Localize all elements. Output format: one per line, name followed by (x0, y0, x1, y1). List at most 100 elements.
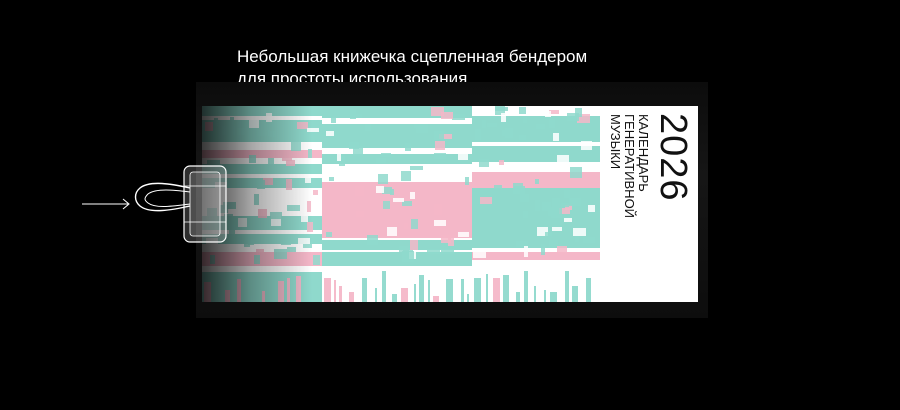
pattern-cell (548, 211, 557, 216)
title-block (600, 106, 698, 302)
pattern-cell (479, 159, 489, 167)
pattern-cell (545, 111, 551, 117)
pattern-cell (499, 160, 504, 165)
pattern-cell (441, 249, 454, 254)
pattern-cell (434, 131, 444, 140)
pattern-cell (354, 114, 362, 118)
pattern-cell (362, 278, 367, 302)
pattern-cell (458, 232, 469, 237)
pattern-cell (537, 227, 548, 236)
pattern-cell (564, 190, 570, 198)
pattern-cell (523, 117, 527, 123)
pattern-cell (542, 202, 551, 211)
booklet-title: Календарь генеративной музыки (608, 114, 651, 218)
pattern-cell (436, 176, 446, 180)
pattern-cell (549, 119, 555, 128)
pattern-cell (552, 198, 560, 208)
pattern-cell (541, 244, 545, 255)
pattern-cell (474, 278, 481, 302)
pattern-cell (439, 134, 452, 139)
pattern-cell (326, 232, 332, 237)
pattern-cell (586, 278, 591, 302)
pattern-cell (387, 227, 397, 236)
pattern-cell (322, 168, 472, 180)
pattern-cell (535, 200, 540, 211)
pattern-cell (559, 208, 570, 214)
pattern-cell (339, 156, 345, 166)
pattern-cell (313, 190, 318, 195)
pattern-cell (501, 113, 506, 122)
pattern-cell (353, 146, 363, 156)
pattern-cell (356, 211, 364, 217)
pattern-cell (523, 211, 528, 218)
pattern-cell (583, 237, 595, 243)
pattern-cell (458, 152, 468, 160)
pattern-cell (441, 112, 453, 119)
pattern-cell (350, 109, 356, 119)
pattern-cell (534, 286, 536, 302)
pattern-cell (414, 284, 416, 302)
pattern-cell (493, 278, 500, 302)
pattern-cell (557, 246, 567, 253)
pattern-cell (404, 223, 408, 229)
pattern-cell (375, 288, 377, 302)
pattern-cell (401, 171, 411, 181)
pattern-cell (516, 292, 520, 302)
pattern-cell (434, 204, 442, 215)
pattern-cell (544, 290, 546, 302)
pattern-cell (472, 252, 600, 260)
pattern-cell (324, 278, 331, 302)
pattern-cell (503, 275, 509, 302)
pattern-cell (472, 234, 600, 248)
pattern-cell (472, 106, 600, 114)
pattern-cell (486, 274, 488, 302)
pattern-cell (588, 205, 595, 212)
pattern-cell (461, 279, 464, 302)
pattern-cell (482, 120, 486, 128)
pattern-cell (452, 114, 465, 120)
pattern-cell (322, 240, 472, 250)
pattern-cell (561, 203, 569, 207)
pattern-cell (473, 248, 486, 258)
pattern-cell (355, 186, 364, 196)
pattern-cell (403, 248, 413, 252)
pattern-cell (376, 158, 386, 163)
pattern-cell (334, 280, 336, 302)
pattern-cell (536, 124, 545, 129)
pattern-cell (467, 294, 469, 302)
pattern-cell (313, 255, 320, 265)
pattern-cell (349, 142, 359, 149)
pattern-cell (410, 166, 423, 170)
calendar-booklet (202, 106, 698, 302)
pattern-cell (553, 133, 559, 141)
pattern-cell (349, 292, 354, 302)
pattern-cell (419, 275, 424, 302)
pattern-cell (569, 198, 581, 206)
pattern-cell (564, 218, 572, 222)
pattern-cell (516, 241, 528, 247)
pattern-cell (575, 108, 582, 117)
title-line-1: Календарь (636, 114, 651, 192)
pattern-cell (535, 179, 539, 184)
pattern-cell (480, 197, 492, 204)
pattern-cell (329, 177, 334, 181)
pattern-cell (434, 153, 446, 159)
pattern-cell (433, 296, 439, 302)
pattern-cell (549, 240, 558, 247)
pattern-cell (322, 154, 472, 164)
pattern-cell (502, 130, 506, 136)
pattern-cell (549, 110, 559, 114)
pattern-cell (416, 124, 428, 133)
pattern-cell (570, 167, 582, 178)
pattern-cell (520, 194, 529, 202)
pattern-cell (572, 286, 578, 302)
pattern-cell (465, 177, 469, 185)
pattern-cell (402, 251, 414, 262)
pattern-cell (524, 246, 528, 257)
pattern-cell (337, 152, 341, 161)
pattern-cell (438, 169, 447, 178)
pattern-cell (393, 198, 404, 202)
pattern-cell (434, 220, 446, 226)
pattern-cell (505, 128, 513, 138)
pattern-cell (331, 117, 336, 123)
